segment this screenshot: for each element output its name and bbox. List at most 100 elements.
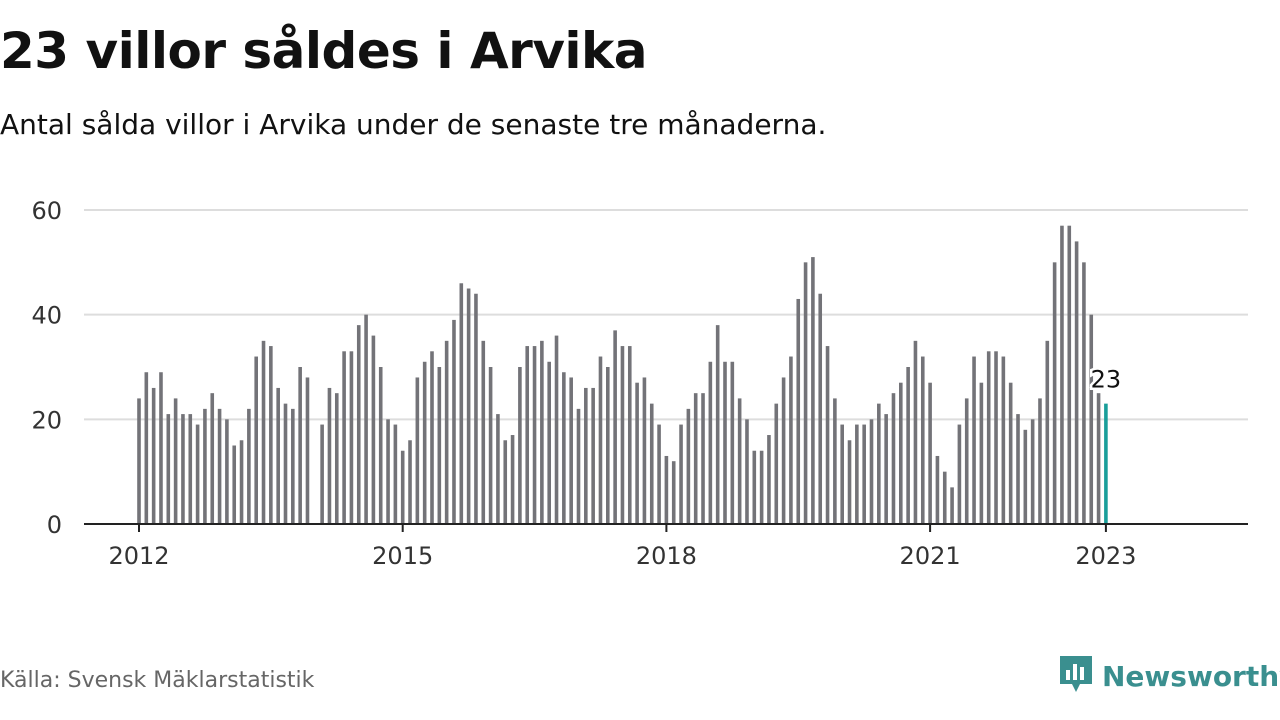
bar (327, 387, 332, 524)
bar (877, 403, 881, 524)
bar (767, 435, 771, 524)
bar (298, 367, 302, 524)
bar (554, 335, 559, 524)
bar (254, 356, 258, 524)
bar (825, 346, 830, 524)
x-tick-label: 2018 (636, 542, 697, 570)
y-tick-label: 40 (31, 302, 62, 330)
bar (203, 408, 207, 524)
bar (1060, 225, 1064, 524)
bar (649, 403, 654, 524)
bar (144, 372, 149, 524)
bar (847, 440, 852, 524)
bar (173, 398, 178, 524)
bar (1067, 225, 1072, 524)
bar (466, 288, 471, 524)
bar (950, 487, 954, 524)
newsworthy-logo-text: Newsworthy (1102, 659, 1280, 693)
bar (437, 367, 442, 524)
bar (972, 356, 976, 524)
bar-chart: 0 20 40 60 2012 2015 2018 2021 2023 23 (31, 197, 1248, 570)
bar (364, 314, 368, 524)
bar (305, 377, 310, 524)
bar (745, 419, 749, 524)
bar (862, 424, 866, 524)
bar (481, 340, 486, 524)
bar-highlight (1104, 403, 1108, 524)
source-note: Källa: Svensk Mäklarstatistik (0, 668, 315, 693)
bar (283, 403, 288, 524)
bar (569, 377, 573, 524)
bar (247, 408, 251, 524)
bar (635, 382, 639, 524)
bar (884, 414, 888, 524)
bar (1030, 419, 1035, 524)
bar (1096, 393, 1101, 524)
bar (979, 382, 984, 524)
bar (503, 440, 508, 524)
bar (642, 377, 647, 524)
bar (371, 335, 376, 524)
bar (759, 450, 764, 524)
bar (715, 325, 720, 524)
bar (342, 351, 346, 524)
bar (356, 325, 361, 524)
bar (833, 398, 837, 524)
bar (547, 361, 551, 524)
bar (671, 461, 676, 524)
x-tick-label: 2023 (1075, 542, 1136, 570)
bar (920, 356, 925, 524)
bar (891, 393, 896, 524)
bar (444, 340, 449, 524)
bar (964, 398, 969, 524)
x-tick-label: 2015 (372, 542, 433, 570)
bar (320, 424, 324, 524)
bar (693, 393, 698, 524)
newsworthy-logo-icon (1058, 654, 1094, 698)
bar (752, 450, 757, 524)
bar (386, 419, 390, 524)
bar (232, 445, 237, 524)
bar (378, 367, 383, 524)
bar (679, 424, 683, 524)
y-tick-label: 20 (31, 406, 62, 434)
bar (1052, 262, 1057, 524)
bar (393, 424, 398, 524)
bar (1023, 429, 1028, 524)
bar (591, 387, 595, 524)
bar (422, 361, 427, 524)
bar (1038, 398, 1042, 524)
bar (869, 419, 874, 524)
bar (452, 319, 456, 524)
bar (664, 455, 669, 524)
highlight-value-label: 23 (1091, 366, 1122, 394)
bar (855, 424, 859, 524)
bar (1089, 314, 1094, 524)
bar (474, 293, 478, 524)
bar (400, 450, 405, 524)
bar (532, 346, 537, 524)
bar (269, 346, 273, 524)
bar (1074, 241, 1079, 524)
bar (239, 440, 244, 524)
x-tick-label: 2021 (900, 542, 961, 570)
bar (562, 372, 566, 524)
bar (803, 262, 808, 524)
bar (334, 393, 339, 524)
bar (796, 298, 801, 524)
bar (584, 387, 588, 524)
bar (137, 398, 141, 524)
bar (181, 414, 185, 524)
bar (942, 471, 947, 524)
bar (151, 387, 156, 524)
y-tick-label: 0 (47, 511, 62, 539)
bar (1016, 414, 1020, 524)
bar (935, 455, 940, 524)
bar (576, 408, 581, 524)
bar (166, 414, 171, 524)
bar (1082, 262, 1086, 524)
newsworthy-logo[interactable]: Newsworthy (1058, 654, 1280, 698)
bar (928, 382, 932, 524)
bar (496, 414, 500, 524)
bar (986, 351, 991, 524)
